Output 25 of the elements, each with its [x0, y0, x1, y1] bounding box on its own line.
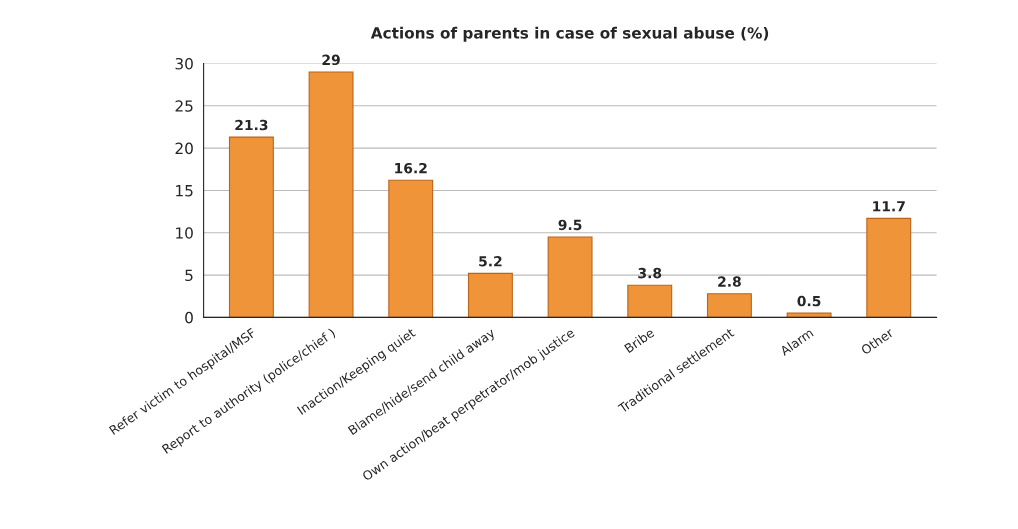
data-label: 11.7	[873, 201, 905, 212]
data-label: 2.8	[718, 276, 741, 287]
data-label: 16.2	[395, 162, 427, 174]
data-label: 3.8	[638, 267, 662, 279]
bar	[388, 179, 434, 318]
bar	[866, 217, 912, 318]
bar	[547, 236, 593, 318]
data-label: 21.3	[235, 119, 268, 131]
chart-title: Actions of parents in case of sexual abuse (%)	[370, 26, 769, 42]
y-tick-label: 25	[175, 100, 193, 112]
bar	[228, 136, 274, 318]
y-tick-label: 20	[175, 142, 193, 155]
y-tick-label: 5	[185, 269, 193, 282]
bar	[308, 71, 354, 318]
bar	[627, 284, 673, 318]
data-label: 9.5	[558, 219, 582, 231]
data-label: 0.5	[797, 295, 821, 307]
y-tick-label: 30	[175, 57, 193, 70]
bar	[467, 272, 513, 318]
y-tick-label: 0	[185, 311, 193, 324]
y-tick-label: 15	[176, 185, 193, 197]
data-label: 29	[322, 54, 340, 66]
bar	[706, 293, 752, 318]
y-tick-label: 10	[176, 227, 193, 239]
data-label: 5.2	[479, 256, 502, 267]
